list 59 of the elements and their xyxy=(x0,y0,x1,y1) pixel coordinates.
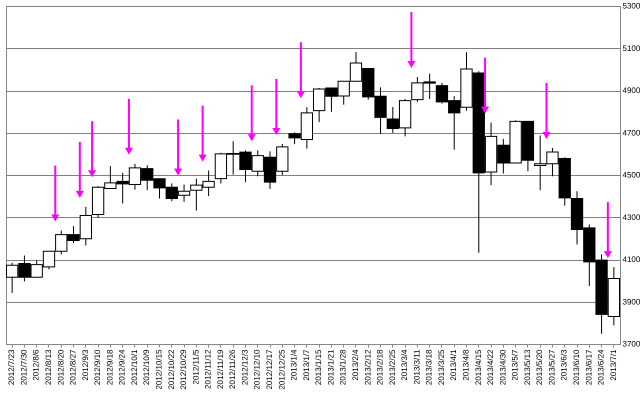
x-tick-label: 2012/10/9 xyxy=(142,348,152,386)
x-tick-label: 2013/4/30 xyxy=(498,348,508,386)
x-tick-label: 2012/7/30 xyxy=(19,348,28,386)
x-tick-label: 2013/2/12 xyxy=(363,348,372,386)
x-tick-label: 2013/1/7 xyxy=(302,348,311,381)
x-tick-label: 2012/9/10 xyxy=(93,348,102,386)
x-tick-label: 2013/6/3 xyxy=(560,348,569,381)
x-tick-label: 2012/11/5 xyxy=(191,348,200,384)
x-tick-label: 2012/12/10 xyxy=(252,348,262,390)
x-tick-label: 2013/2/25 xyxy=(388,348,397,386)
x-tick-label: 2013/1/15 xyxy=(314,348,324,386)
x-tick-label: 2013/6/17 xyxy=(584,348,594,386)
x-tick-label: 2013/4/8 xyxy=(462,348,470,381)
x-tick-label: 2012/9/24 xyxy=(118,348,127,386)
x-tick-label: 2013/4/22 xyxy=(486,348,496,386)
x-tick-label: 2012/12/25 xyxy=(277,348,286,390)
x-tick-label: 2012/10/29 xyxy=(179,348,188,390)
y-tick-label: 3900 xyxy=(622,297,641,306)
x-tick-label: 2012/7/23 xyxy=(7,348,16,386)
x-tick-label: 2013/3/4 xyxy=(400,348,410,381)
x-tick-label: 2012/11/26 xyxy=(228,348,238,389)
x-tick-label: 2013/1/21 xyxy=(326,348,336,386)
x-tick-label: 2013/4/15 xyxy=(474,348,483,386)
x-tick-label: 2013/1/28 xyxy=(338,348,348,386)
y-tick-label: 3700 xyxy=(622,340,641,348)
x-tick-label: 2013/5/27 xyxy=(547,348,556,386)
x-tick-label: 2012/10/15 xyxy=(154,348,164,390)
y-tick-label: 4300 xyxy=(622,212,641,222)
x-tick-label: 2012/10/1 xyxy=(130,348,139,386)
x-tick-label: 2012/8/13 xyxy=(44,348,53,386)
y-tick-label: 5100 xyxy=(622,44,641,53)
x-tick-label: 2012/9/18 xyxy=(105,348,114,386)
x-tick-label: 2013/3/25 xyxy=(436,348,446,386)
x-tick-label: 2013/6/10 xyxy=(572,348,582,386)
x-tick-label: 2012/12/3 xyxy=(240,348,250,386)
y-tick-label: 4500 xyxy=(622,170,641,180)
x-tick-label: 2013/4/1 xyxy=(449,348,458,381)
x-tick-label: 2012/8/6 xyxy=(32,348,41,381)
x-tick-label: 2012/12/17 xyxy=(265,348,274,390)
x-tick-label: 2013/2/18 xyxy=(376,348,385,386)
x-tick-label: 2013/1/4 xyxy=(290,348,299,381)
x-tick-label: 2013/5/7 xyxy=(510,348,520,381)
x-tick-label: 2012/11/19 xyxy=(216,348,225,389)
y-tick-label: 5300 xyxy=(622,2,641,10)
x-tick-label: 2013/3/11 xyxy=(412,348,422,384)
y-tick-label: 4700 xyxy=(622,128,641,138)
y-tick-label: 4100 xyxy=(622,255,641,264)
x-tick-label: 2013/3/18 xyxy=(424,348,434,386)
x-tick-label: 2012/8/27 xyxy=(68,348,78,386)
x-tick-label: 2013/5/20 xyxy=(535,348,544,386)
x-tick-label: 2012/11/12 xyxy=(204,348,213,389)
x-tick-label: 2012/9/3 xyxy=(80,348,90,381)
x-tick-label: 2013/5/13 xyxy=(522,348,532,386)
x-tick-label: 2013/7/1 xyxy=(608,348,618,381)
x-tick-label: 2013/2/4 xyxy=(350,348,360,381)
x-tick-label: 2012/10/22 xyxy=(166,348,176,390)
y-tick-label: 4900 xyxy=(622,86,641,95)
x-tick-label: 2012/8/20 xyxy=(56,348,66,386)
x-tick-label: 2013/6/24 xyxy=(596,348,606,386)
